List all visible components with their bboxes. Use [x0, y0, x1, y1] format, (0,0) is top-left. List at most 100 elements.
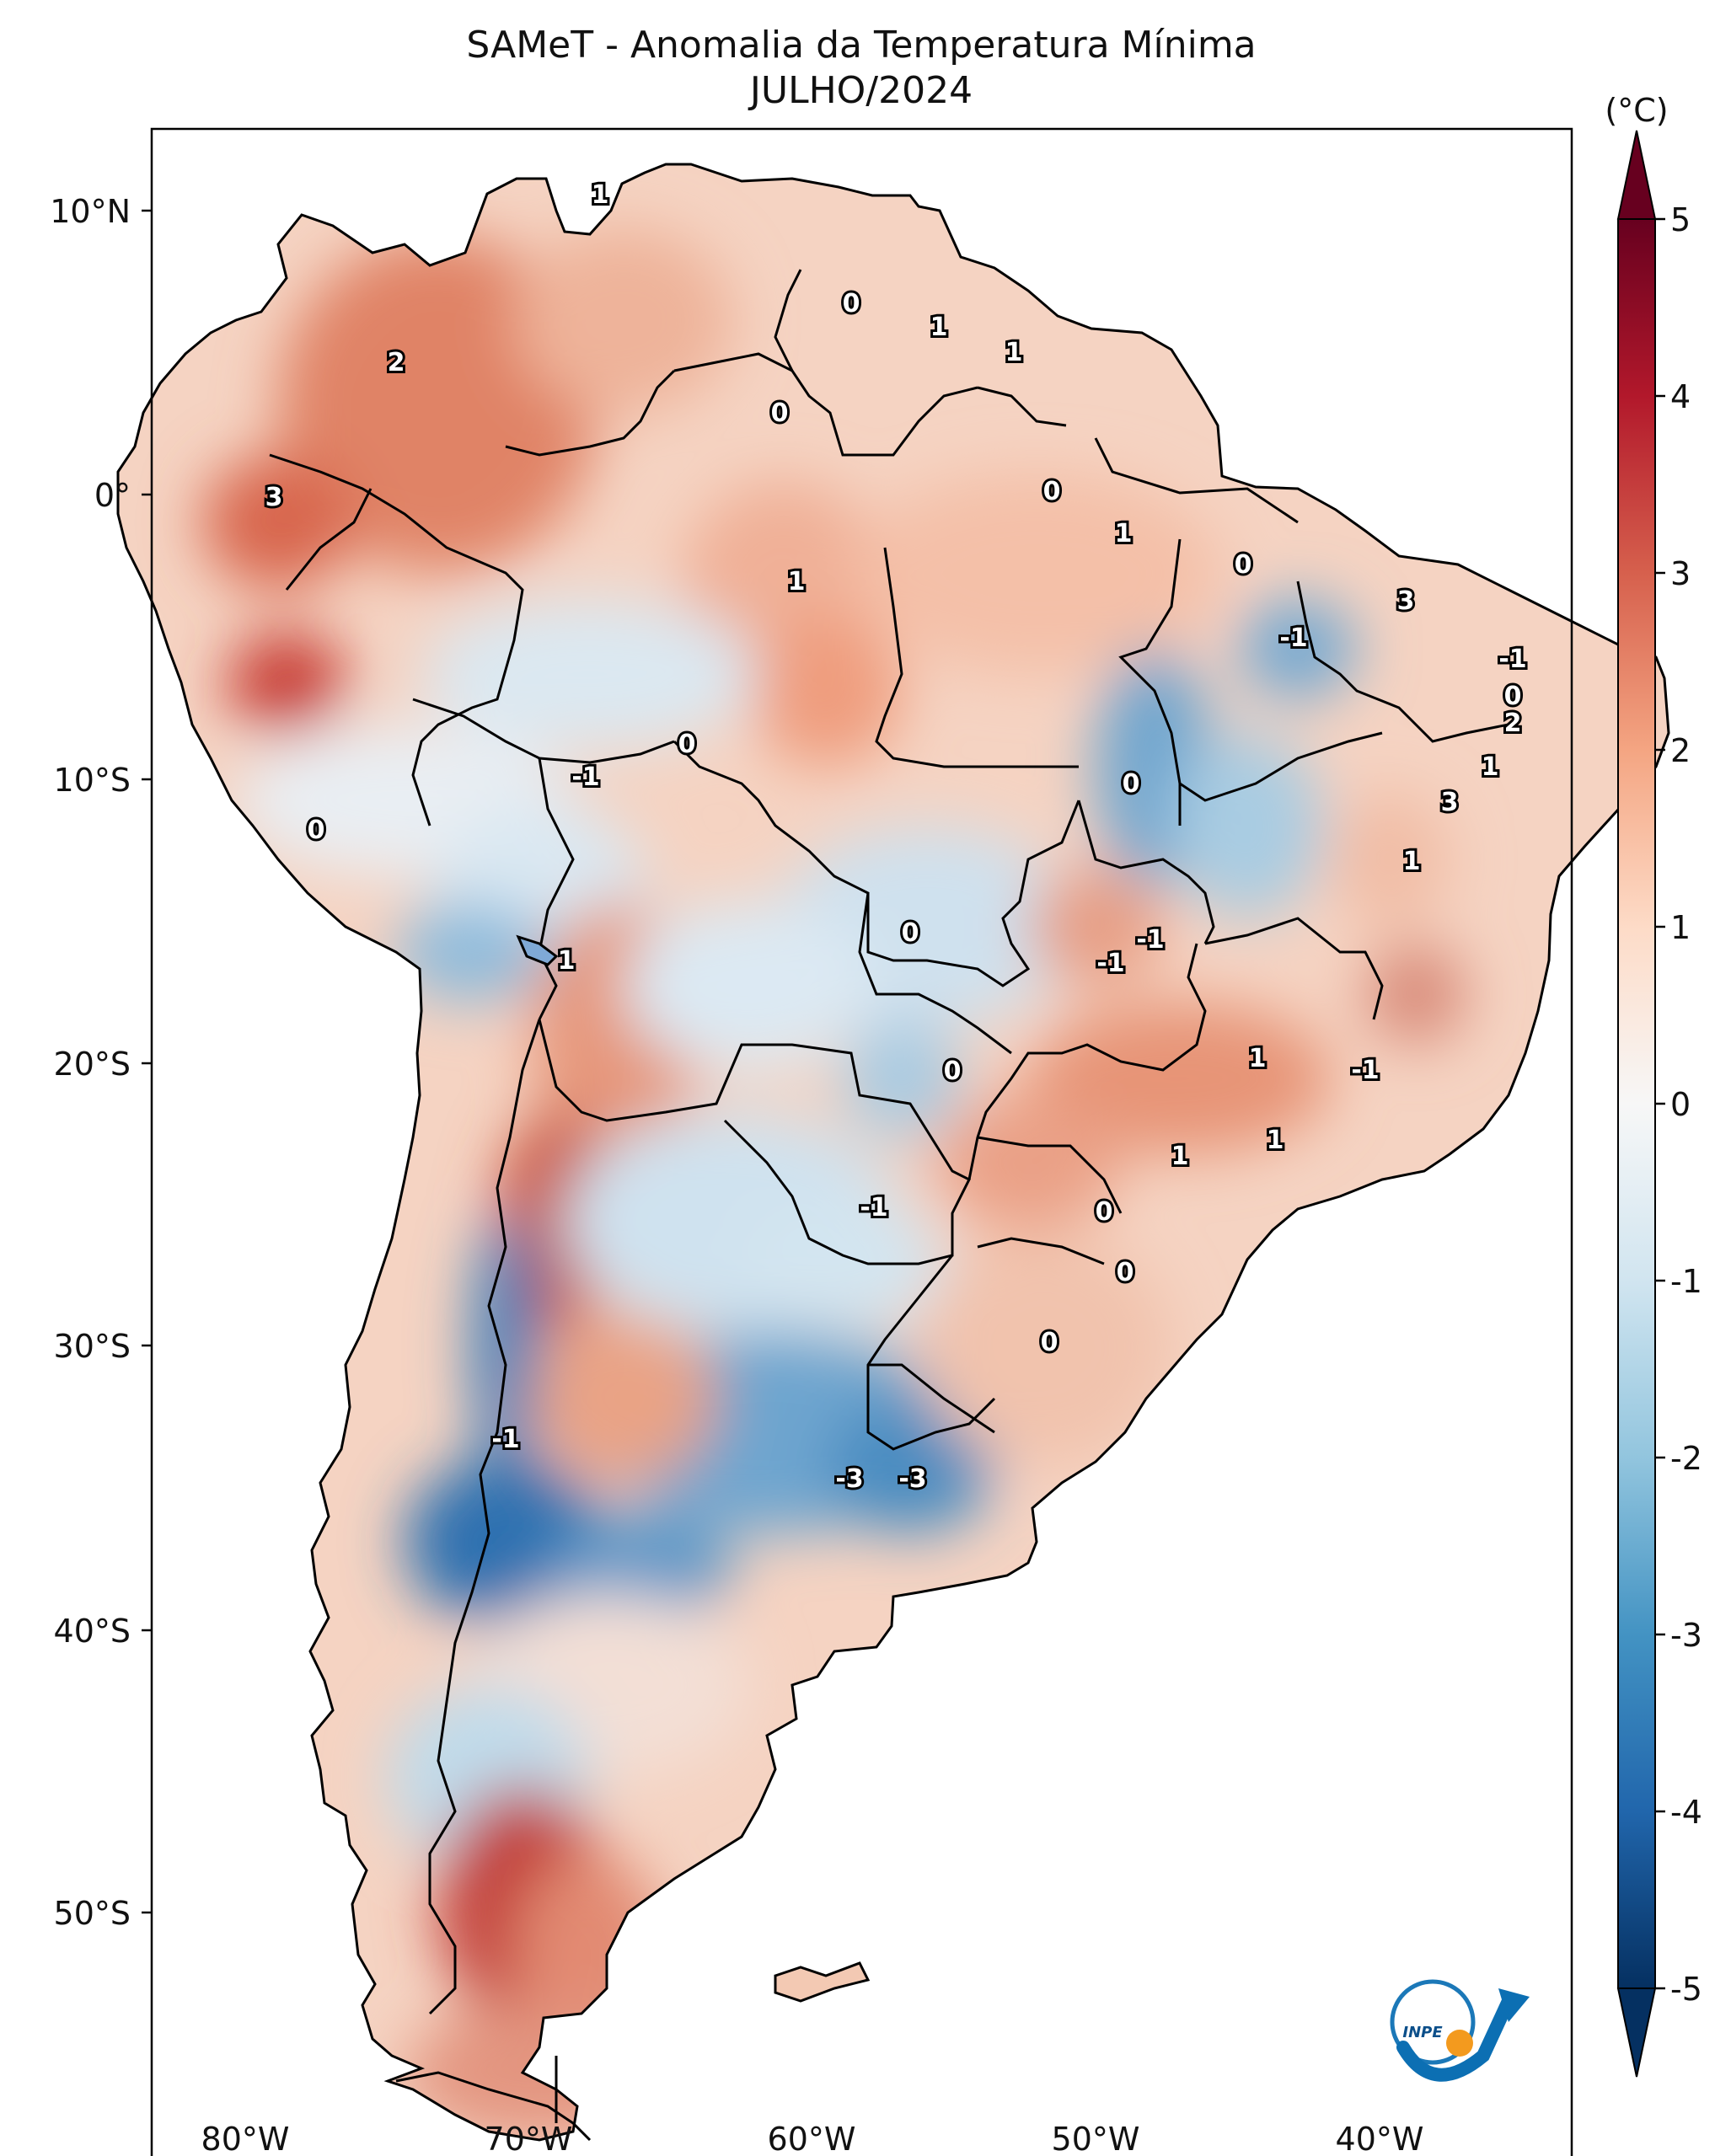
border-para [875, 547, 1079, 768]
country-borders [116, 163, 1670, 2142]
colorbar-tick-label: -5 [1670, 1971, 1702, 2008]
border-guyana [774, 269, 802, 372]
contour-label: 0 [1504, 682, 1522, 711]
map-subtitle: JULHO/2024 [748, 69, 973, 112]
contour-label: 2 [1504, 709, 1522, 738]
falkland-islands [774, 1961, 871, 2003]
lat-tick-label: 10°S [54, 762, 131, 799]
contour-label: 2 [388, 348, 405, 377]
contour-label: -3 [835, 1464, 863, 1494]
anomaly-blobs [202, 227, 1466, 2140]
contour-label: -1 [1136, 925, 1164, 955]
colorbar-tick-label: 4 [1670, 378, 1691, 415]
colorbar-ticks: 5 4 3 2 1 0 -1 -2 -3 -4 -5 [1655, 201, 1702, 2008]
contour-label: 1 [1482, 752, 1499, 782]
colorbar-tick-label: -4 [1670, 1794, 1702, 1831]
colorbar-tick-label: 0 [1670, 1086, 1691, 1123]
border-guianas [977, 386, 1067, 427]
contour-label: -1 [860, 1193, 887, 1222]
border-uruguay [866, 1255, 996, 1451]
contour-label: -1 [491, 1425, 519, 1454]
lat-tick-label: 50°S [54, 1895, 131, 1932]
contour-label: 0 [771, 399, 789, 428]
lake-titicaca [516, 934, 559, 966]
border-bolivia-paraguay-argentina [538, 1019, 972, 1265]
contour-labels: 1 0 1 1 0 2 3 0 1 1 0 3 -1 -1 0 2 0 -1 1… [263, 178, 1530, 1496]
lon-tick-label: 70°W [485, 2121, 573, 2156]
contour-label: 0 [1117, 1258, 1134, 1287]
colorbar-tick-label: 1 [1670, 909, 1691, 946]
border-ecuador [285, 488, 372, 591]
border-peru-bolivia [538, 757, 575, 1020]
lat-tick-label: 40°S [54, 1613, 131, 1650]
border-santa-catarina [977, 1237, 1105, 1265]
border-tocantins [1118, 538, 1182, 826]
colorbar-tick-label: 5 [1670, 201, 1691, 238]
inpe-logo: INPE [1390, 1979, 1530, 2082]
border-piaui-ceara [1296, 580, 1509, 743]
border-uruguay-north [868, 1363, 995, 1434]
lat-axis: 10°N 0° 10°S 20°S 30°S 40°S 50°S [50, 193, 152, 1932]
contour-label: 3 [1441, 788, 1459, 817]
contour-label: 1 [1267, 1126, 1284, 1155]
border-venezuela-brazil [673, 352, 978, 457]
contour-label: 3 [1397, 586, 1415, 616]
border-colombia-venezuela [505, 369, 676, 457]
lat-tick-label: 30°S [54, 1328, 131, 1365]
contour-label: 0 [1043, 477, 1061, 506]
contour-label: 0 [1123, 769, 1140, 799]
border-sao-paulo [967, 943, 1207, 1180]
coastline [116, 163, 1670, 2142]
border-goias [866, 800, 1080, 987]
lon-axis: 80°W 70°W 60°W 50°W 40°W [201, 2121, 1424, 2156]
lon-tick-label: 50°W [1052, 2121, 1140, 2156]
colorbar-bar [1617, 218, 1656, 1989]
lon-tick-label: 40°W [1336, 2121, 1424, 2156]
map-title: SAMeT - Anomalia da Temperatura Mínima [466, 24, 1256, 67]
colorbar-tick-label: 3 [1670, 555, 1691, 592]
contour-label: 0 [843, 289, 860, 318]
colorbar-tick-label: -2 [1670, 1440, 1702, 1477]
border-tierra-del-fuego [395, 2071, 592, 2142]
contour-label: 1 [930, 313, 948, 342]
contour-label: 1 [1005, 338, 1023, 367]
contour-label: -1 [1351, 1056, 1379, 1085]
inpe-logo-text: INPE [1402, 2024, 1443, 2041]
contour-label: 1 [592, 180, 609, 210]
contour-label: -3 [898, 1464, 926, 1494]
contour-label: 1 [1171, 1142, 1189, 1171]
contour-label: 0 [1235, 550, 1252, 580]
lon-tick-label: 60°W [768, 2121, 856, 2156]
contour-label: 0 [678, 730, 696, 759]
inpe-logo-ring [1390, 1979, 1476, 2065]
colorbar-min-arrow [1616, 1987, 1657, 2078]
lat-tick-label: 0° [94, 477, 131, 514]
contour-label: 0 [944, 1057, 962, 1086]
contour-label: 1 [558, 946, 576, 976]
border-bahia-north [1179, 731, 1383, 802]
contour-label: 3 [265, 483, 283, 512]
contour-label: 1 [1249, 1044, 1267, 1073]
colorbar-unit: (°C) [1605, 92, 1668, 129]
contour-label: 0 [308, 816, 325, 845]
border-amapa [1094, 437, 1299, 524]
colorbar-tick-label: -3 [1670, 1617, 1702, 1654]
contour-label: 0 [1041, 1328, 1058, 1357]
contour-label: -1 [1096, 949, 1124, 978]
inpe-logo-arrowhead [1498, 1988, 1530, 2022]
colorbar-max-arrow [1616, 130, 1657, 220]
lat-tick-label: 10°N [50, 193, 131, 230]
contour-label: -1 [571, 762, 599, 792]
border-bolivia-brazil [673, 740, 1012, 1055]
plot-frame [150, 127, 1573, 2156]
border-state-1 [1077, 800, 1215, 944]
contour-label: -1 [1498, 645, 1526, 674]
border-chile-argentina [428, 1019, 541, 2015]
border-parana [977, 1136, 1123, 1214]
inpe-logo-dot [1446, 2030, 1473, 2057]
colorbar-tick-label: 2 [1670, 732, 1691, 769]
border-state-2 [1204, 917, 1384, 1020]
contour-label: 1 [788, 567, 806, 597]
contour-label: 0 [1096, 1197, 1113, 1227]
contour-label: 1 [1403, 847, 1421, 876]
